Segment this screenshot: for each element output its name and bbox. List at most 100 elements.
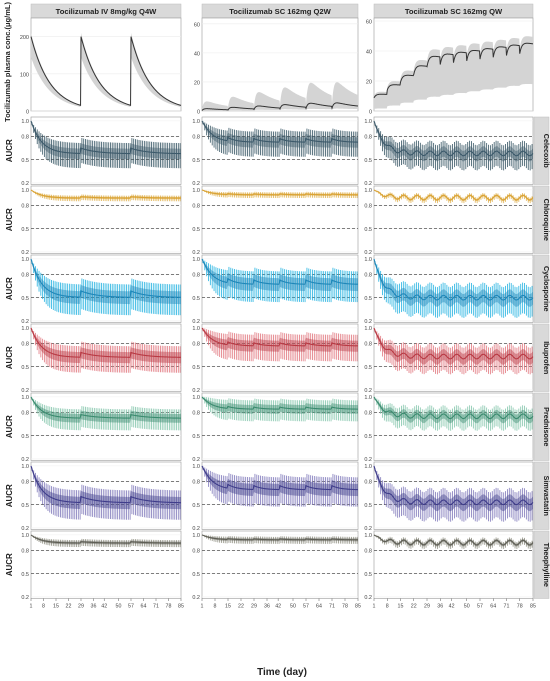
y-tick-label: 0.2 bbox=[21, 526, 29, 532]
y-tick-label: 200 bbox=[20, 35, 29, 41]
y-tick-label: 0.2 bbox=[364, 388, 372, 394]
aucr-panel bbox=[30, 254, 182, 323]
y-tick-label: 0.5 bbox=[192, 434, 200, 440]
y-tick-label: 0.8 bbox=[192, 204, 200, 210]
x-tick-label: 50 bbox=[116, 604, 122, 610]
concentration-band bbox=[31, 32, 181, 107]
x-tick-label: 1 bbox=[30, 604, 33, 610]
aucr-panel bbox=[201, 116, 359, 185]
column-strip-title: Tocilizumab SC 162mg Q2W bbox=[229, 7, 331, 16]
x-tick-label: 15 bbox=[53, 604, 59, 610]
y-tick-label: 1.0 bbox=[364, 395, 372, 401]
y-tick-label: 1.0 bbox=[192, 188, 200, 194]
y-tick-label: 0.5 bbox=[21, 572, 29, 578]
y-tick-label: 0.5 bbox=[21, 503, 29, 509]
y-tick-label: 1.0 bbox=[364, 533, 372, 539]
interquartile-band bbox=[374, 120, 533, 162]
concentration-panel bbox=[201, 17, 359, 112]
y-tick-label: 0.2 bbox=[192, 388, 200, 394]
y-tick-label: 1.0 bbox=[192, 257, 200, 263]
y-tick-label: 1.0 bbox=[192, 326, 200, 332]
y-tick-label: 1.0 bbox=[364, 188, 372, 194]
row-strip-title: Theophylline bbox=[542, 543, 550, 587]
row-strip-title: Celecoxib bbox=[542, 134, 550, 169]
y-tick-label: 0.2 bbox=[21, 319, 29, 325]
median-aucr-line bbox=[30, 396, 182, 419]
y-tick-label: 0.5 bbox=[192, 572, 200, 578]
aucr-panel bbox=[373, 323, 534, 392]
aucr-panel bbox=[30, 392, 182, 461]
y-tick-label: 1.0 bbox=[364, 119, 372, 125]
y-tick-label: 1.0 bbox=[21, 326, 29, 332]
x-tick-label: 71 bbox=[329, 604, 335, 610]
aucr-panel bbox=[201, 254, 359, 323]
median-aucr-line bbox=[373, 120, 534, 157]
x-tick-label: 29 bbox=[78, 604, 84, 610]
y-tick-label: 0.5 bbox=[192, 296, 200, 302]
x-tick-label: 15 bbox=[225, 604, 231, 610]
y-tick-label: 1.0 bbox=[21, 533, 29, 539]
y-tick-label: 1.0 bbox=[192, 395, 200, 401]
x-tick-label: 1 bbox=[373, 604, 376, 610]
y-tick-label: 0.2 bbox=[21, 181, 29, 187]
y-tick-label: 0.8 bbox=[364, 204, 372, 210]
y-tick-label: 40 bbox=[366, 50, 372, 56]
y-tick-label: 0.2 bbox=[192, 526, 200, 532]
aucr-panel bbox=[201, 185, 359, 254]
y-tick-label: 0.2 bbox=[21, 595, 29, 601]
y-tick-label: 0.5 bbox=[21, 365, 29, 371]
y-tick-label: 0.8 bbox=[364, 549, 372, 555]
y-tick-label: 0.8 bbox=[364, 273, 372, 279]
y-tick-label: 0.5 bbox=[192, 227, 200, 233]
y-tick-label: 0.5 bbox=[364, 227, 372, 233]
y-tick-label: 0.8 bbox=[192, 480, 200, 486]
y-tick-label: 40 bbox=[194, 51, 200, 57]
y-tick-label: 0 bbox=[369, 110, 372, 116]
median-aucr-line bbox=[373, 534, 534, 546]
y-tick-label: 0.8 bbox=[21, 342, 29, 348]
median-aucr-line bbox=[201, 396, 359, 410]
row-strip-title: Chloroquine bbox=[542, 199, 550, 241]
y-tick-label: 60 bbox=[194, 22, 200, 28]
x-tick-label: 78 bbox=[166, 604, 172, 610]
interquartile-band bbox=[374, 534, 533, 547]
median-aucr-line bbox=[30, 120, 182, 155]
y-tick-label: 0.8 bbox=[364, 480, 372, 486]
y-tick-label: 0 bbox=[197, 110, 200, 116]
x-tick-label: 36 bbox=[437, 604, 443, 610]
x-tick-label: 85 bbox=[178, 604, 184, 610]
x-tick-label: 64 bbox=[316, 604, 322, 610]
y-tick-label: 0.5 bbox=[192, 503, 200, 509]
x-tick-label: 1 bbox=[201, 604, 204, 610]
y-tick-label: 0.5 bbox=[21, 296, 29, 302]
aucr-panel bbox=[201, 530, 359, 599]
row-strip bbox=[533, 323, 550, 392]
median-aucr-line bbox=[30, 189, 182, 199]
y-tick-label: 0 bbox=[26, 110, 29, 116]
x-tick-label: 22 bbox=[411, 604, 417, 610]
y-tick-label: 0.8 bbox=[21, 204, 29, 210]
x-tick-label: 36 bbox=[264, 604, 270, 610]
y-tick-label: 1.0 bbox=[192, 464, 200, 470]
y-tick-label: 1.0 bbox=[21, 119, 29, 125]
y-tick-label: 0.5 bbox=[364, 434, 372, 440]
y-tick-label: 0.5 bbox=[364, 365, 372, 371]
x-tick-label: 8 bbox=[42, 604, 45, 610]
x-tick-label: 71 bbox=[153, 604, 159, 610]
y-tick-label: 0.5 bbox=[364, 572, 372, 578]
y-tick-label: 0.5 bbox=[192, 158, 200, 164]
median-aucr-line bbox=[373, 396, 534, 420]
aucr-axis-title: AUCR bbox=[5, 415, 14, 438]
y-tick-label: 1.0 bbox=[364, 257, 372, 263]
concentration-median-line bbox=[30, 36, 182, 106]
x-tick-label: 22 bbox=[66, 604, 72, 610]
y-tick-label: 0.2 bbox=[364, 319, 372, 325]
interquartile-band bbox=[31, 327, 181, 364]
median-aucr-line bbox=[201, 465, 359, 491]
y-tick-label: 0.8 bbox=[364, 342, 372, 348]
y-tick-label: 0.2 bbox=[192, 319, 200, 325]
x-tick-label: 36 bbox=[91, 604, 97, 610]
x-tick-label: 85 bbox=[530, 604, 536, 610]
aucr-axis-title: AUCR bbox=[5, 484, 14, 507]
y-tick-label: 0.8 bbox=[192, 411, 200, 417]
